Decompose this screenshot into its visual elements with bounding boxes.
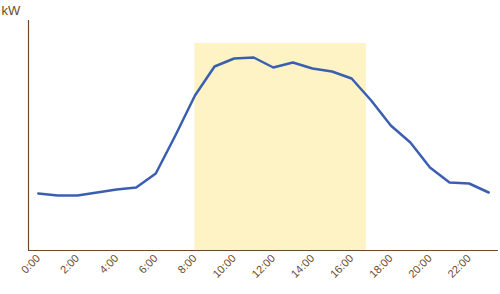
- svg-text:6:00: 6:00: [136, 252, 160, 276]
- svg-text:16:00: 16:00: [328, 252, 356, 280]
- svg-text:20:00: 20:00: [406, 252, 434, 280]
- svg-text:18:00: 18:00: [367, 252, 395, 280]
- svg-text:12:00: 12:00: [249, 252, 277, 280]
- svg-text:4:00: 4:00: [97, 252, 121, 276]
- svg-text:22:00: 22:00: [445, 252, 473, 280]
- svg-text:0:00: 0:00: [19, 252, 43, 276]
- svg-text:8:00: 8:00: [175, 252, 199, 276]
- svg-text:10:00: 10:00: [210, 252, 238, 280]
- svg-text:2:00: 2:00: [58, 252, 82, 276]
- svg-text:14:00: 14:00: [288, 252, 316, 280]
- svg-text:kW: kW: [2, 3, 22, 18]
